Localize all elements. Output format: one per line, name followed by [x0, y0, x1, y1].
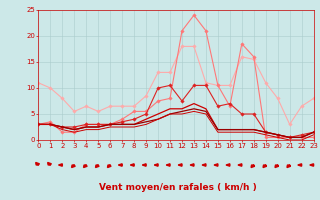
Text: Vent moyen/en rafales ( km/h ): Vent moyen/en rafales ( km/h ): [99, 183, 256, 192]
